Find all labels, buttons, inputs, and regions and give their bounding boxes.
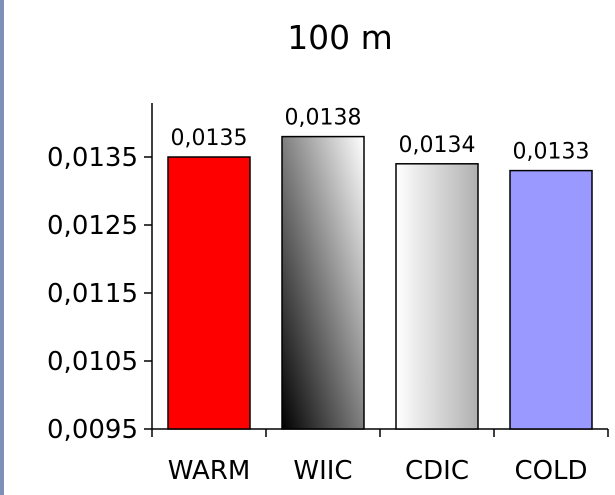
data-label-wiic: 0,0138 [285, 106, 362, 131]
y-tick-label: 0,0125 [47, 211, 138, 241]
bar-wiic [281, 135, 365, 430]
category-label-cold: COLD [514, 456, 587, 486]
category-label-wiic: WIIC [293, 456, 352, 486]
data-label-warm: 0,0135 [171, 126, 248, 151]
bar-cdic [395, 163, 479, 430]
category-label-cdic: CDIC [405, 456, 469, 486]
category-label-warm: WARM [168, 456, 251, 486]
y-tick-label: 0,0135 [47, 143, 138, 173]
y-tick-label: 0,0095 [47, 415, 138, 445]
y-tick-label: 0,0115 [47, 279, 138, 309]
window-edge-strip [0, 0, 4, 495]
y-tick-label: 0,0105 [47, 347, 138, 377]
bar-warm [167, 156, 251, 430]
data-label-cdic: 0,0134 [399, 133, 476, 158]
chart-title: 100 m [287, 18, 393, 57]
data-label-cold: 0,0133 [513, 140, 590, 165]
bar-cold [509, 169, 593, 430]
